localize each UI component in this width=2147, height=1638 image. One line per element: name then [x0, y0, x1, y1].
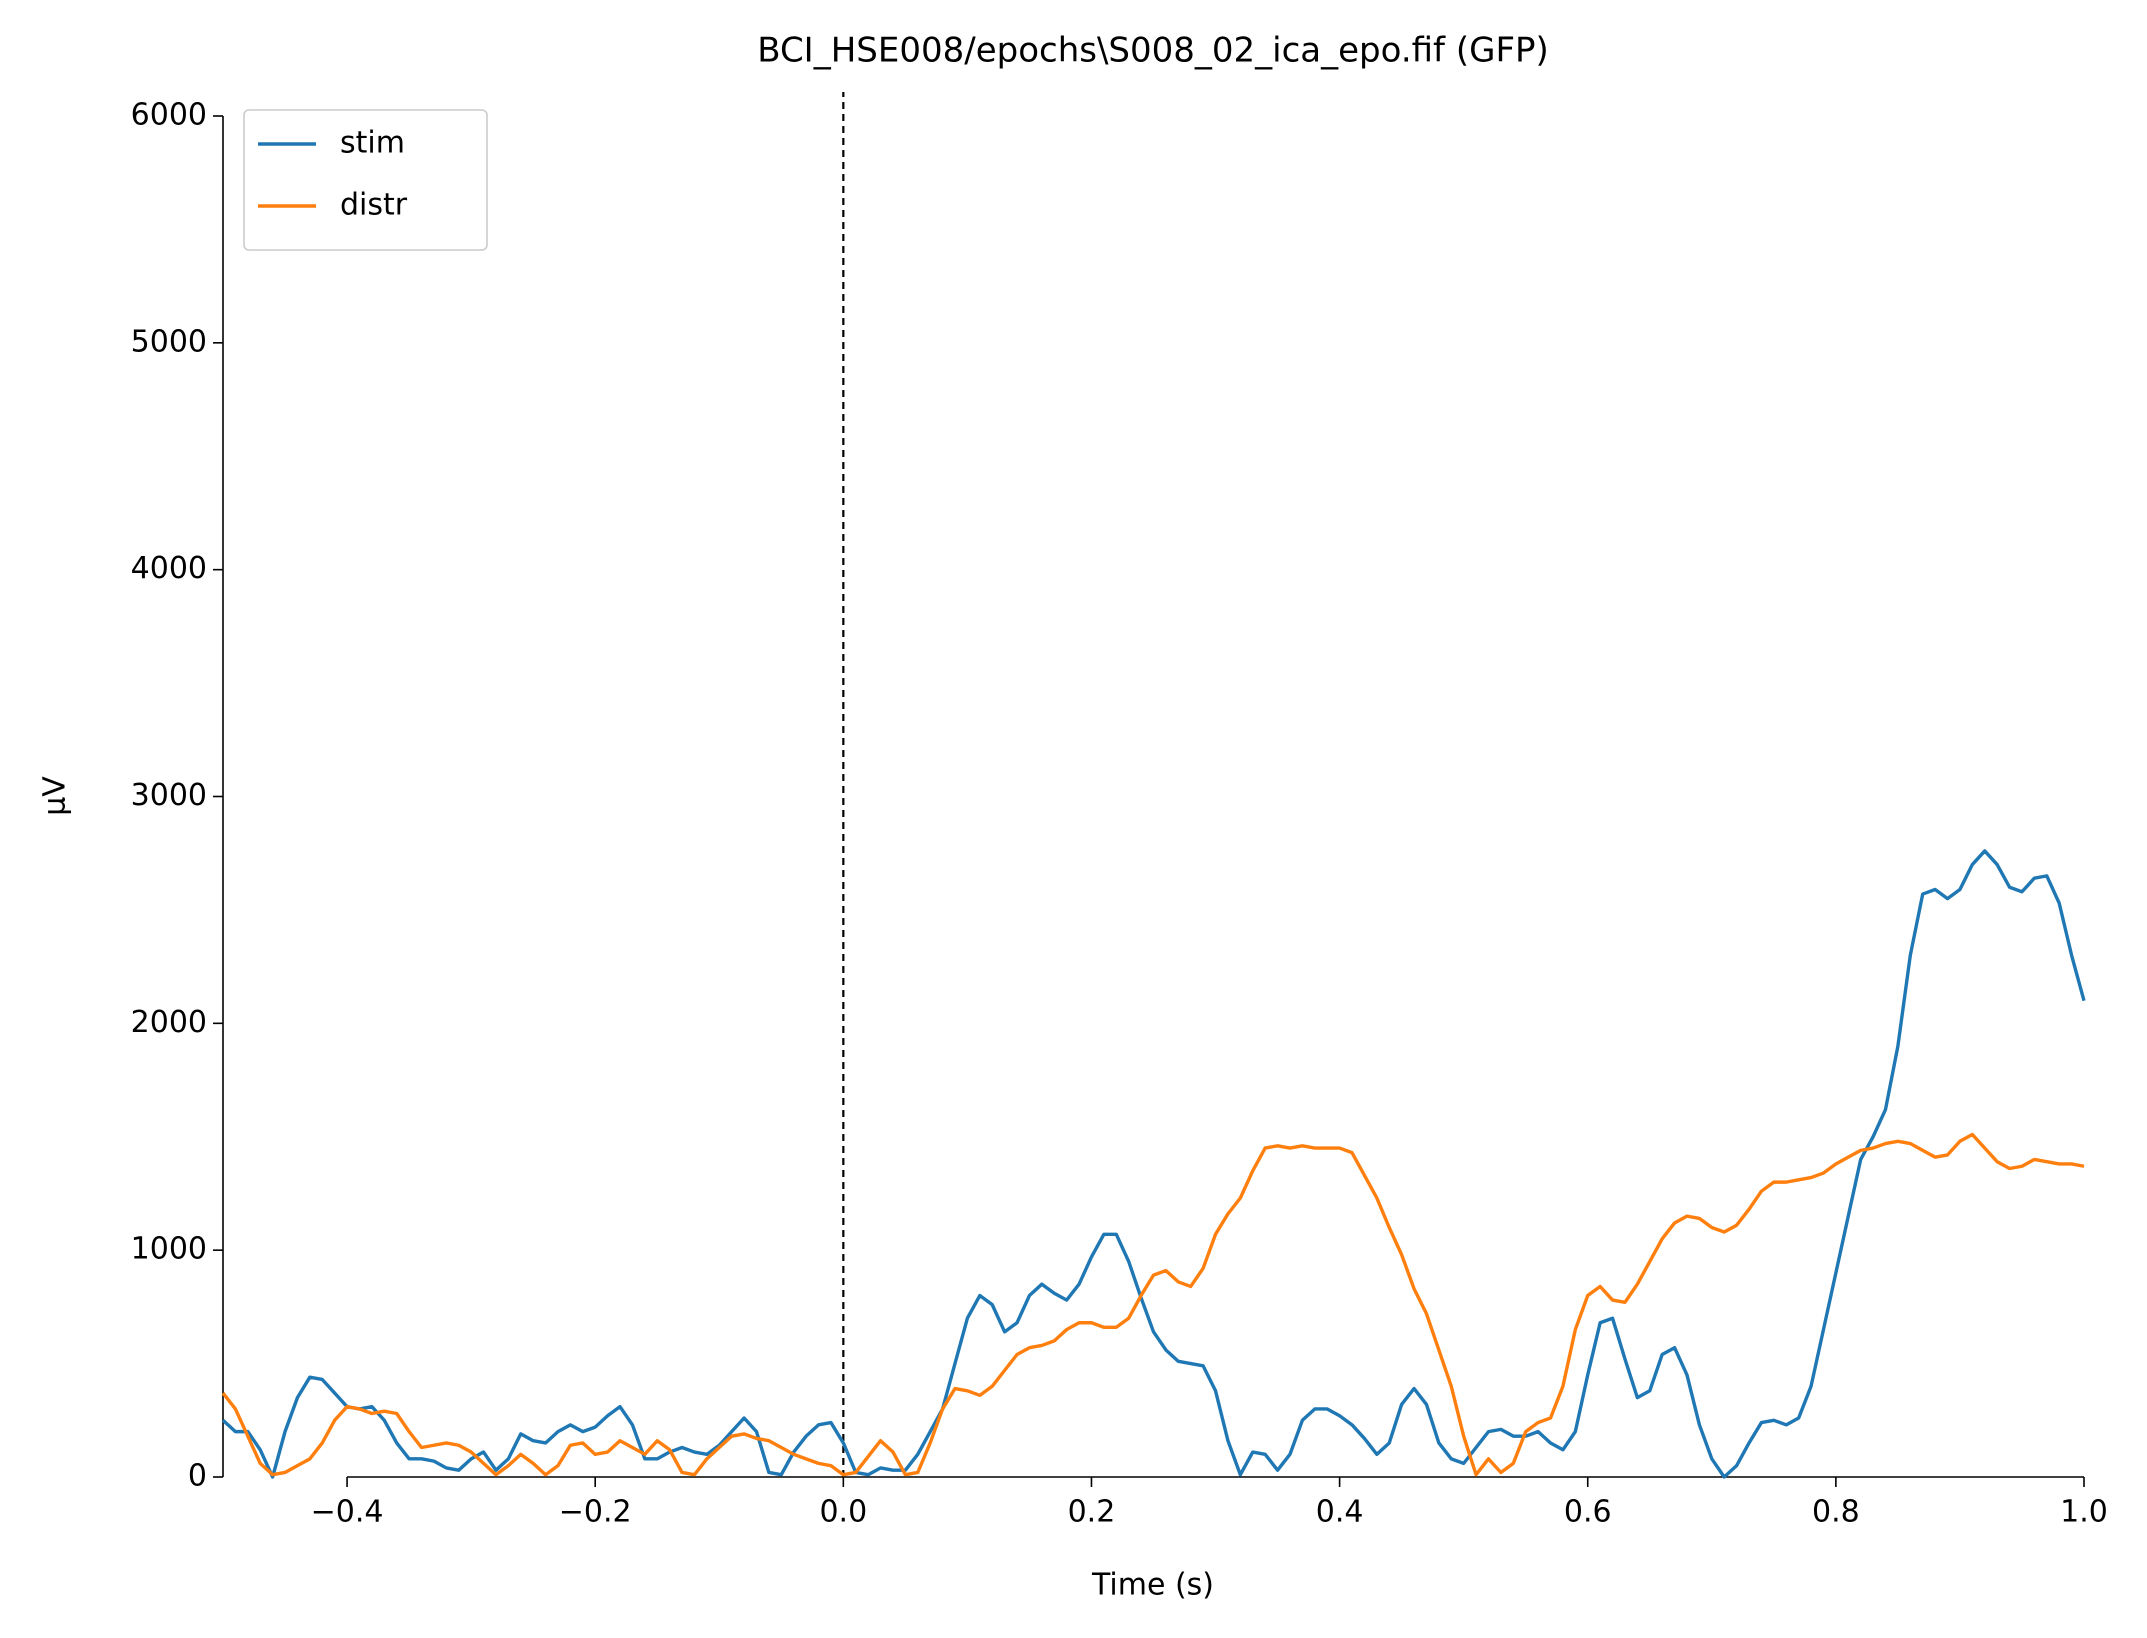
y-tick-label: 3000	[131, 778, 207, 813]
chart-title: BCI_HSE008/epochs\S008_02_ica_epo.fif (G…	[757, 31, 1549, 71]
y-tick-label: 1000	[131, 1232, 207, 1267]
legend-label: stim	[340, 126, 405, 161]
x-tick-label: 0.4	[1316, 1495, 1364, 1530]
data-line	[221, 1132, 2085, 1477]
x-tick-label: 0.0	[819, 1495, 867, 1530]
y-tick-label: 5000	[131, 324, 207, 359]
legend-label: distr	[340, 188, 408, 223]
x-tick-label: −0.2	[559, 1495, 632, 1530]
y-tick-label: 2000	[131, 1005, 207, 1040]
x-tick-label: 0.8	[1812, 1495, 1860, 1530]
x-tick-label: −0.4	[311, 1495, 384, 1530]
y-tick-label: 4000	[131, 551, 207, 586]
y-axis-label: µV	[38, 776, 73, 816]
x-tick-label: 1.0	[2060, 1495, 2108, 1530]
x-tick-label: 0.6	[1564, 1495, 1612, 1530]
x-axis-label: Time (s)	[1091, 1568, 1214, 1603]
x-tick-label: 0.2	[1068, 1495, 1116, 1530]
data-line	[221, 849, 2086, 1479]
y-tick-label: 6000	[131, 98, 207, 133]
y-tick-label: 0	[188, 1459, 207, 1494]
